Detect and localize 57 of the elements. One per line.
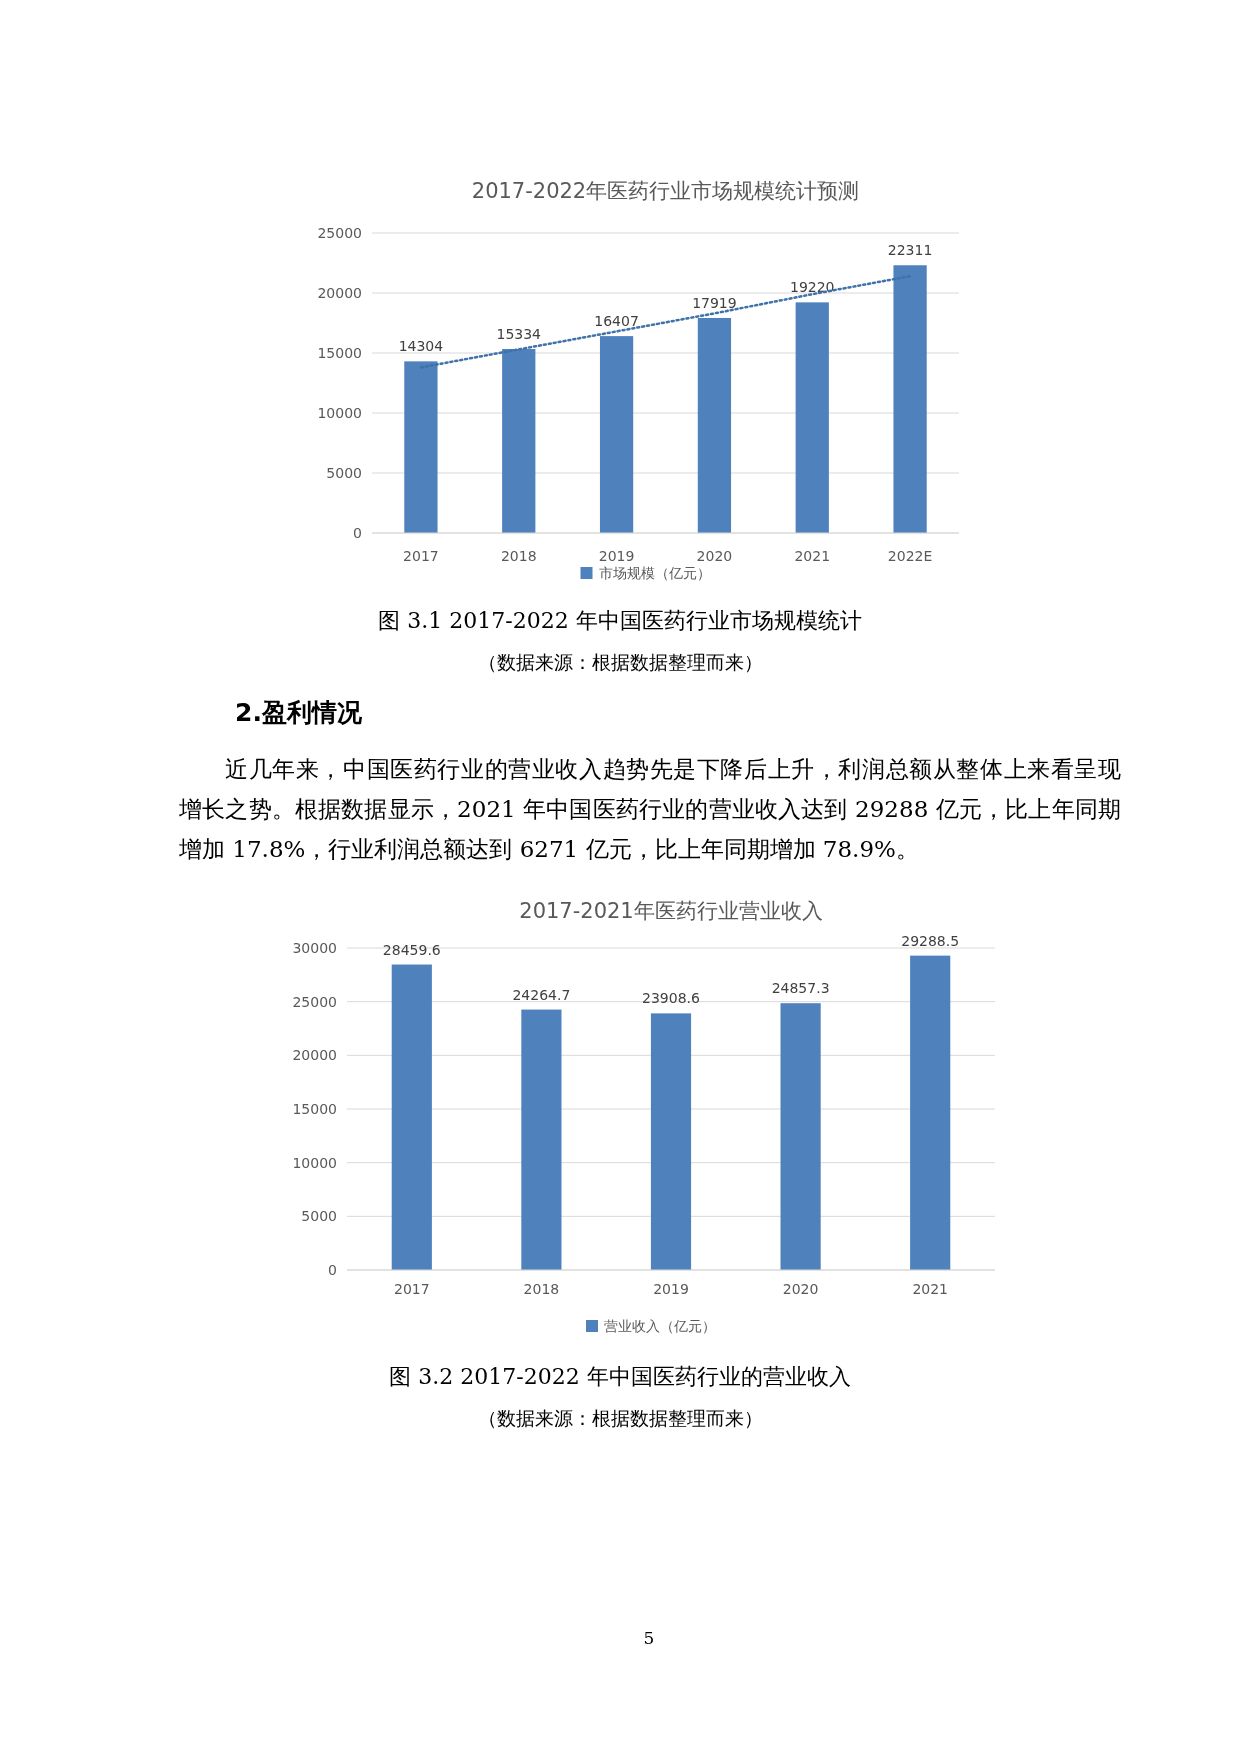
bar [391,964,432,1270]
x-tick-label: 2019 [598,548,635,564]
bar [404,361,438,533]
y-tick-label: 20000 [292,1047,337,1064]
chart-title: 2017-2022年医药行业市场规模统计预测 [471,179,860,203]
text: 5 [642,1628,656,1648]
y-tick-label: 25000 [292,993,337,1010]
data-label: 14304 [398,338,444,355]
legend-label: 市场规模（亿元） [598,565,711,581]
text: 2.盈利情况 [235,697,362,729]
text: （数据来源：根据数据整理而来） [476,1406,764,1431]
x-tick-label: 2019 [653,1281,689,1297]
x-tick-label: 2021 [912,1281,949,1297]
y-tick-label: 0 [353,525,362,541]
y-tick-label: 15000 [317,345,362,361]
y-tick-label: 10000 [292,1154,337,1171]
x-tick-label: 2021 [794,548,831,564]
data-label: 23908.6 [642,990,701,1007]
caption: 图 3.2 2017-2022 年中国医药行业的营业收入 [388,1363,852,1391]
data-label: 29288.5 [901,932,960,949]
data-label: 28459.6 [382,941,441,958]
caption: 图 3.1 2017-2022 年中国医药行业市场规模统计 [377,607,863,635]
bar [502,348,536,533]
legend-label: 营业收入（亿元） [604,1318,716,1334]
data-label: 24264.7 [512,986,571,1003]
text: 近几年来，中国医药行业的营业收入趋势先是下降后上升，利润总额从整体上来看呈现增长之势。根据数据显示，2021 年中国医药行业的营业收入达到 29288 亿元，比上年同期增加 17.8%，行业利润总额达到 6271 亿元，比上年同期增加 78.9%。 [179,755,1121,864]
y-tick-label: 5000 [326,465,362,481]
bar [795,302,829,533]
bar [599,336,634,533]
chart-title: 2017-2021年医药行业营业收入 [519,899,823,923]
bar [780,1003,821,1270]
x-tick-label: 2022E [887,548,933,564]
bar [910,955,951,1270]
data-label: 15334 [496,325,542,342]
x-tick-label: 2017 [403,548,439,564]
y-tick-label: 0 [328,1262,337,1278]
y-tick-label: 10000 [317,405,362,421]
y-tick-label: 15000 [292,1101,337,1117]
bar [893,265,927,533]
bar [650,1013,692,1270]
x-tick-label: 2020 [782,1281,819,1297]
data-label: 19220 [789,279,835,296]
x-tick-label: 2018 [500,548,537,564]
x-tick-label: 2018 [523,1281,560,1297]
bar [697,317,732,533]
data-label: 17919 [692,294,737,311]
x-tick-label: 2020 [696,548,733,564]
y-tick-label: 25000 [317,225,362,241]
data-label: 24857.3 [771,980,830,997]
y-tick-label: 30000 [292,940,337,956]
x-tick-label: 2017 [393,1281,430,1297]
text: （数据来源：根据数据整理而来） [476,650,764,675]
data-label: 16407 [594,313,639,330]
y-tick-label: 5000 [301,1208,337,1225]
bar [521,1009,562,1270]
data-label: 22311 [887,242,933,259]
y-tick-label: 20000 [317,285,362,301]
